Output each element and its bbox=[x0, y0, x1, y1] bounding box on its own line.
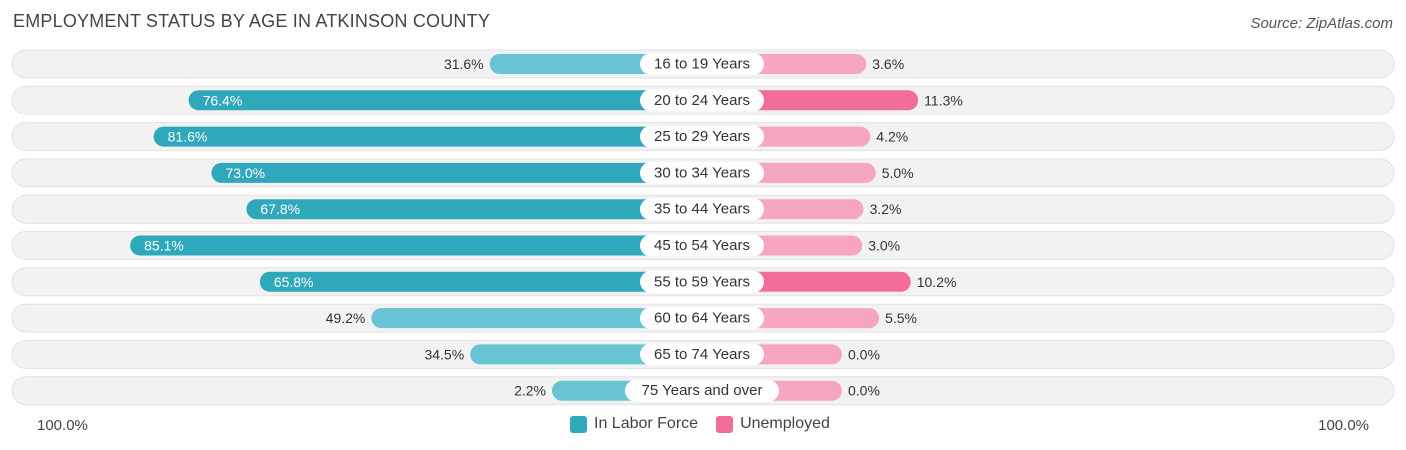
legend: In Labor Force Unemployed bbox=[570, 415, 848, 433]
value-label-unemployed: 0.0% bbox=[848, 346, 880, 362]
category-label: 25 to 29 Years bbox=[654, 128, 750, 145]
category-label-background bbox=[640, 307, 764, 330]
category-label-background bbox=[640, 161, 764, 184]
category-label: 16 to 19 Years bbox=[654, 56, 750, 73]
category-label: 35 to 44 Years bbox=[654, 201, 750, 218]
legend-swatch-labor-force bbox=[570, 415, 587, 433]
category-label-background bbox=[640, 234, 764, 257]
value-label-labor-force: 31.6% bbox=[444, 56, 484, 72]
legend-label-labor-force: In Labor Force bbox=[594, 415, 699, 432]
category-label-background bbox=[640, 53, 764, 75]
category-label-background bbox=[640, 125, 764, 148]
legend-item-labor-force[interactable]: In Labor Force bbox=[570, 415, 698, 433]
axis-left-label: 100.0% bbox=[37, 417, 88, 434]
legend-label-unemployed: Unemployed bbox=[740, 415, 830, 432]
legend-swatch-unemployed bbox=[716, 415, 734, 433]
category-label: 30 to 34 Years bbox=[654, 164, 750, 181]
value-label-unemployed: 11.3% bbox=[924, 92, 963, 108]
axis-right-label: 100.0% bbox=[1318, 417, 1369, 434]
category-label: 75 Years and over bbox=[642, 382, 763, 399]
bar-labor-force[interactable] bbox=[130, 235, 703, 256]
value-label-unemployed: 5.0% bbox=[882, 165, 914, 181]
value-label-unemployed: 0.0% bbox=[848, 383, 880, 399]
bar-labor-force[interactable] bbox=[371, 308, 702, 329]
value-label-labor-force: 67.8% bbox=[260, 201, 300, 217]
category-label: 45 to 54 Years bbox=[654, 237, 750, 254]
category-label-background bbox=[640, 343, 764, 366]
bar-labor-force[interactable] bbox=[188, 90, 703, 111]
value-label-unemployed: 5.5% bbox=[885, 310, 917, 326]
category-label-background bbox=[625, 379, 779, 402]
category-label: 20 to 24 Years bbox=[654, 92, 750, 109]
value-label-unemployed: 4.2% bbox=[876, 129, 908, 145]
category-label: 65 to 74 Years bbox=[654, 346, 750, 363]
value-label-unemployed: 10.2% bbox=[917, 274, 957, 290]
chart-svg: 16 to 19 Years 31.6% 3.6% 20 to 24 Years 76.… bbox=[11, 49, 1395, 406]
value-label-labor-force: 65.8% bbox=[274, 274, 314, 290]
value-label-labor-force: 76.4% bbox=[203, 92, 243, 108]
category-label-background bbox=[640, 89, 764, 112]
value-label-labor-force: 81.6% bbox=[168, 129, 208, 145]
legend-item-unemployed[interactable]: Unemployed bbox=[716, 415, 830, 433]
value-label-labor-force: 34.5% bbox=[424, 346, 464, 362]
category-label-background bbox=[640, 270, 764, 293]
value-label-unemployed: 3.0% bbox=[868, 238, 900, 254]
source-label: Source: ZipAtlas.com bbox=[1250, 15, 1393, 32]
category-label: 60 to 64 Years bbox=[654, 310, 750, 327]
bar-labor-force[interactable] bbox=[259, 271, 702, 292]
category-label: 55 to 59 Years bbox=[654, 273, 750, 290]
value-label-labor-force: 85.1% bbox=[144, 238, 184, 254]
value-label-labor-force: 49.2% bbox=[326, 310, 366, 326]
value-label-labor-force: 73.0% bbox=[225, 165, 265, 181]
bar-labor-force[interactable] bbox=[153, 126, 702, 147]
value-label-unemployed: 3.6% bbox=[872, 56, 904, 72]
category-label-background bbox=[640, 198, 764, 221]
bar-labor-force[interactable] bbox=[211, 162, 702, 183]
chart-title: EMPLOYMENT STATUS BY AGE IN ATKINSON COU… bbox=[13, 11, 491, 31]
value-label-labor-force: 2.2% bbox=[514, 383, 546, 399]
bar-labor-force[interactable] bbox=[246, 199, 702, 220]
value-label-unemployed: 3.2% bbox=[870, 201, 902, 217]
